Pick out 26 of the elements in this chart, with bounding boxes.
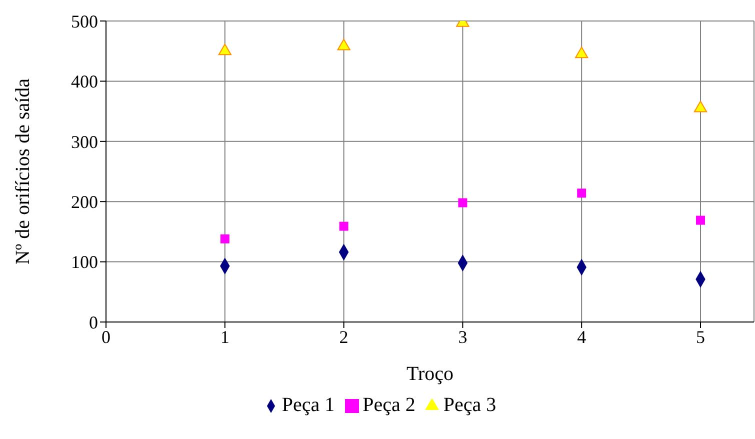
y-tick-label: 100 [71,252,98,272]
y-tick-label: 400 [71,72,98,92]
legend-label: Peça 1 [282,394,335,416]
y-tick-label: 300 [71,132,98,152]
legend-label: Peça 2 [362,394,416,416]
y-tick-label: 500 [71,11,98,32]
y-axis-title: Nº de orifícios de saída [12,78,34,265]
x-tick-label: 3 [458,326,468,347]
point [575,46,588,58]
point [220,234,230,244]
point [577,188,586,198]
point [694,100,708,112]
point [339,222,348,231]
y-tick-label: 0 [89,312,98,332]
x-tick-label: 0 [102,326,110,347]
x-tick-label: 2 [339,326,348,347]
x-axis-title: Troço [406,363,454,385]
point [337,38,350,50]
y-tick-label: 200 [71,192,98,212]
x-tick-label: 1 [220,326,230,347]
point [218,44,232,56]
point [458,198,468,208]
point [696,216,705,225]
x-tick-label: 4 [577,326,586,347]
legend-label: Peça 3 [443,394,496,416]
x-tick-label: 5 [696,326,705,347]
